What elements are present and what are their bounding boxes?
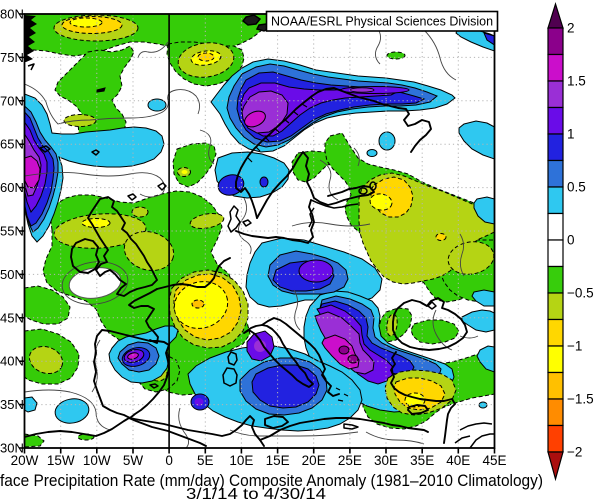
svg-text:10E: 10E bbox=[229, 453, 253, 468]
svg-text:face Precipitation Rate (mm/da: face Precipitation Rate (mm/day) Composi… bbox=[0, 471, 543, 490]
svg-text:0: 0 bbox=[165, 453, 173, 468]
svg-text:60N: 60N bbox=[0, 180, 24, 195]
svg-text:NOAA/ESRL Physical Sciences Di: NOAA/ESRL Physical Sciences Division bbox=[271, 14, 493, 29]
svg-text:65N: 65N bbox=[0, 137, 24, 152]
svg-text:20W: 20W bbox=[11, 453, 39, 468]
svg-text:45E: 45E bbox=[482, 453, 506, 468]
svg-text:15E: 15E bbox=[266, 453, 290, 468]
svg-text:80N: 80N bbox=[0, 7, 24, 22]
svg-text:35E: 35E bbox=[410, 453, 434, 468]
svg-text:5W: 5W bbox=[123, 453, 144, 468]
svg-text:75N: 75N bbox=[0, 50, 24, 65]
svg-text:40N: 40N bbox=[0, 354, 24, 369]
svg-text:2: 2 bbox=[567, 21, 575, 36]
svg-text:30N: 30N bbox=[0, 441, 24, 456]
svg-text:15W: 15W bbox=[47, 453, 75, 468]
svg-text:40E: 40E bbox=[446, 453, 470, 468]
svg-text:1: 1 bbox=[567, 127, 575, 142]
svg-text:5E: 5E bbox=[197, 453, 214, 468]
svg-text:35N: 35N bbox=[0, 397, 24, 412]
svg-text:3/1/14 to 4/30/14: 3/1/14 to 4/30/14 bbox=[186, 486, 326, 500]
svg-text:50N: 50N bbox=[0, 267, 24, 282]
svg-text:−1: −1 bbox=[567, 339, 582, 354]
svg-text:30E: 30E bbox=[374, 453, 398, 468]
svg-text:70N: 70N bbox=[0, 93, 24, 108]
svg-text:1.5: 1.5 bbox=[567, 74, 586, 89]
svg-text:25E: 25E bbox=[338, 453, 362, 468]
svg-text:−0.5: −0.5 bbox=[567, 286, 594, 301]
svg-text:−1.5: −1.5 bbox=[567, 392, 594, 407]
svg-text:55N: 55N bbox=[0, 224, 24, 239]
svg-text:0: 0 bbox=[567, 233, 575, 248]
svg-text:20E: 20E bbox=[302, 453, 326, 468]
svg-text:45N: 45N bbox=[0, 310, 24, 325]
svg-text:0.5: 0.5 bbox=[567, 180, 586, 195]
svg-text:10W: 10W bbox=[83, 453, 111, 468]
svg-text:−2: −2 bbox=[567, 445, 582, 460]
